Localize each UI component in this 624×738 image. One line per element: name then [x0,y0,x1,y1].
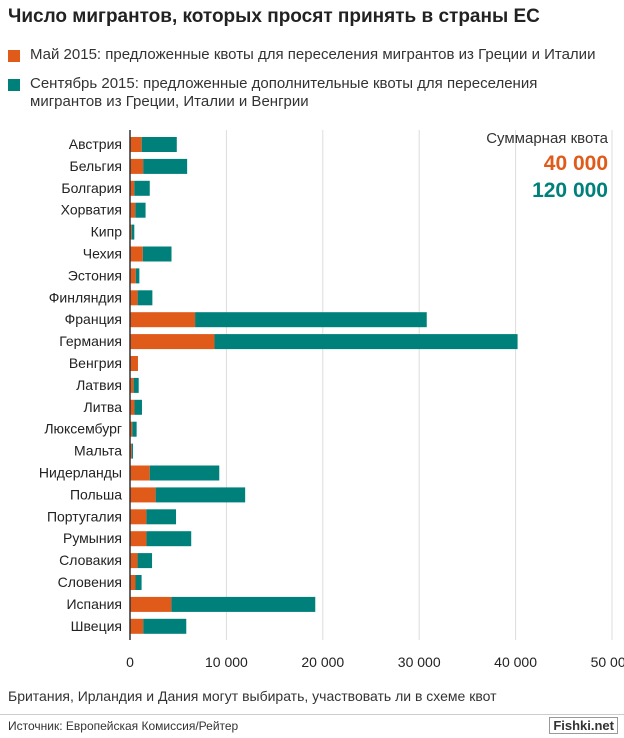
bar-may [130,618,144,634]
category-label: Хорватия [61,202,122,218]
category-label: Германия [59,333,122,349]
bar-may [130,465,150,481]
bar-may [130,202,136,218]
category-label: Венгрия [69,355,122,371]
legend-label-may: Май 2015: предложенные квоты для пересел… [30,46,596,63]
bar-may [130,158,144,174]
x-tick-label: 30 000 [398,654,441,670]
x-tick-label: 0 [126,654,134,670]
x-tick-label: 10 000 [205,654,248,670]
category-label: Болгария [61,180,122,196]
x-tick-label: 20 000 [301,654,344,670]
category-label: Финляндия [49,289,122,305]
divider [0,714,624,715]
category-label: Эстония [68,267,122,283]
bar-may [130,180,135,196]
bar-may [130,356,138,371]
category-label: Бельгия [70,158,122,174]
bar-sep [146,509,177,525]
bar-sep [146,531,192,547]
legend-swatch-may [8,50,20,62]
bar-may [130,137,142,152]
bar-may [130,224,132,240]
category-label: Мальта [74,443,122,459]
legend-swatch-sep [8,79,20,91]
source-credit: Источник: Европейская Комиссия/Рейтер [8,719,239,733]
category-label: Чехия [83,246,122,262]
legend-label-sep-line2: мигрантов из Греции, Италии и Венгрии [30,93,309,110]
category-label: Румыния [63,530,122,546]
bar-sep [131,443,133,459]
total-quota-may: 40 000 [543,152,608,175]
category-label: Словакия [59,552,122,568]
bar-sep [135,202,146,218]
total-quota-label: Суммарная квота [486,130,608,147]
bar-sep [214,334,518,350]
bar-may [130,487,156,503]
watermark: Fishki.net [549,717,618,734]
bar-may [130,377,134,393]
bar-sep [155,487,246,503]
category-label: Кипр [91,224,123,240]
x-tick-label: 50 000 [591,654,624,670]
total-quota-sep: 120 000 [532,179,608,202]
bar-sep [141,137,177,152]
bar-may [130,290,138,306]
bar-sep [131,224,135,240]
category-label: Латвия [76,377,122,393]
footnote: Британия, Ирландия и Дания могут выбират… [8,688,497,704]
bar-may [130,421,133,437]
category-label: Нидерланды [39,465,122,481]
bar-sep [134,399,142,415]
bar-sep [142,246,172,262]
bar-sep [171,596,316,612]
category-label: Испания [66,596,122,612]
bar-sep [143,618,187,634]
bar-may [130,443,132,459]
category-label: Австрия [69,136,122,152]
bar-may [130,268,136,284]
bar-sep [137,290,153,306]
bar-may [130,399,135,415]
category-label: Португалия [47,508,122,524]
category-label: Франция [65,311,122,327]
category-label: Словения [58,574,122,590]
bar-may [130,575,136,590]
bar-sep [135,268,140,284]
bar-sep [137,553,153,569]
category-label: Швеция [71,618,122,634]
x-tick-label: 40 000 [494,654,537,670]
bar-sep [195,312,427,328]
bar-may [130,334,215,350]
category-label: Польша [70,486,122,502]
bar-may [130,531,147,547]
bar-may [130,596,172,612]
legend-item-may: Май 2015: предложенные квоты для пересел… [8,46,595,64]
bar-may [130,246,143,262]
category-label: Люксембург [44,421,122,437]
bar-may [130,553,138,569]
bar-sep [135,575,142,590]
bar-sep [133,377,139,393]
bar-may [130,509,147,525]
category-label: Литва [84,399,123,415]
legend-item-sep: Сентябрь 2015: предложенные дополнительн… [8,75,537,111]
bar-sep [149,465,220,481]
bar-chart: Австрия Бельгия Болгария Хорватия Кипр Чехия Э… [39,130,624,670]
bar-sep [134,180,150,196]
legend-label-sep-line1: Сентябрь 2015: предложенные дополнительн… [30,75,538,92]
bar-may [130,312,196,328]
chart-title: Число мигрантов, которых просят принять … [8,6,540,27]
bar-sep [143,158,188,174]
bar-sep [132,421,137,437]
